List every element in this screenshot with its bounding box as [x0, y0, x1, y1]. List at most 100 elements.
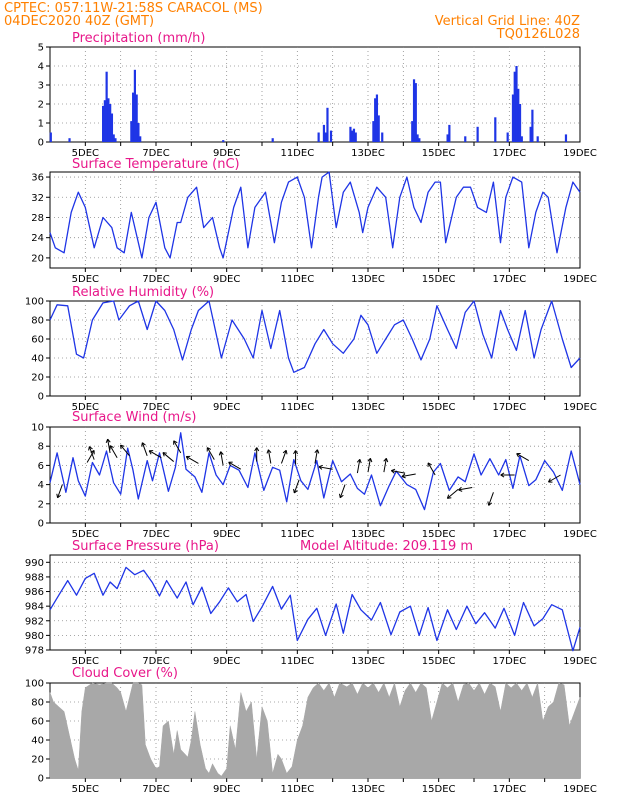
x-tick-label: 11DEC: [280, 148, 314, 159]
precip-bar: [513, 71, 516, 142]
wind-arrow-head: [285, 450, 288, 455]
wind-arrow: [218, 451, 224, 466]
y-tick-label: 60: [31, 717, 44, 728]
wind-arrow-shaft: [458, 486, 473, 491]
wind-arrow-head: [516, 453, 520, 458]
precip-bar: [110, 113, 114, 142]
y-tick-label: 40: [31, 736, 44, 747]
wind-arrow-head: [293, 490, 298, 494]
wind-arrow: [314, 449, 320, 464]
x-tick-label: 7DEC: [142, 784, 169, 795]
precip-bar: [494, 117, 497, 142]
run-date-header: 04DEC2020 40Z (GMT): [4, 14, 154, 29]
precip-bar: [135, 94, 138, 142]
wind-arrow-shaft: [148, 450, 162, 459]
wind-arrow: [56, 484, 63, 499]
precip-bar: [381, 132, 384, 142]
wind-arrow-head: [120, 444, 125, 447]
wind-series-line: [49, 432, 581, 511]
precip-bar: [506, 132, 509, 142]
wind-arrow: [254, 447, 260, 462]
wind-arrow: [120, 444, 130, 457]
wind-arrow-shaft: [141, 442, 148, 456]
wind-arrow-head: [295, 450, 299, 455]
precip-bar: [448, 124, 451, 142]
y-tick-label: 8: [38, 442, 44, 453]
precip-bar: [352, 128, 356, 142]
cloud-cover-panel: Cloud Cover (%) 0 20 40 60 80 100 5DEC 7DEC 9DEC…: [25, 666, 597, 795]
y-tick-label: 3: [38, 81, 44, 92]
wind-arrow-head: [120, 444, 122, 450]
wind-arrow-head: [89, 446, 93, 450]
y-tick-label: 36: [31, 173, 44, 184]
precip-bar: [114, 138, 117, 142]
y-tick-label: 0: [38, 519, 44, 530]
wind-arrow-shaft: [383, 458, 387, 473]
precip-bar: [464, 136, 467, 142]
wind-arrow-head: [282, 449, 287, 454]
pressure-series-line: [49, 566, 581, 652]
humidity-title: Relative Humidity (%): [72, 285, 214, 300]
wind-arrow-head: [391, 468, 396, 472]
x-tick-label: 9DEC: [213, 784, 240, 795]
y-tick-label: 60: [31, 335, 44, 346]
wind-arrow-head: [548, 478, 551, 483]
wind-arrow-shaft: [548, 474, 561, 483]
wind-arrow-shaft: [267, 449, 272, 464]
wind-arrow: [500, 472, 515, 478]
wind-arrow-head: [356, 458, 361, 463]
y-tick-label: 0: [38, 138, 44, 149]
wind-arrow-head: [339, 494, 344, 499]
wind-arrow-head: [162, 452, 167, 454]
wind-arrow-shaft: [427, 462, 436, 476]
precip-bar: [411, 121, 414, 142]
y-tick-label: 28: [31, 213, 44, 224]
wind-arrow-shaft: [293, 479, 300, 494]
precip-bar: [372, 121, 375, 142]
wind-arrow-head: [359, 459, 362, 464]
precip-bar: [511, 94, 515, 142]
wind-arrow: [548, 474, 561, 483]
wind-arrow-head: [487, 501, 490, 506]
wind-arrow-head: [427, 462, 432, 466]
wind-arrow-head: [57, 494, 62, 499]
wind-arrow-shaft: [57, 484, 63, 498]
x-tick-label: 19DEC: [563, 148, 597, 159]
plot-frame: [49, 554, 581, 651]
wind-arrow: [293, 479, 300, 494]
x-tick-label: 11DEC: [280, 274, 314, 285]
x-tick-label: 13DEC: [351, 148, 385, 159]
wind-arrow: [266, 449, 272, 464]
x-tick-label: 9DEC: [213, 274, 240, 285]
x-tick-label: 7DEC: [142, 274, 169, 285]
wind-arrow-head: [141, 442, 143, 447]
y-tick-label: 20: [31, 755, 44, 766]
wind-arrow-shaft: [314, 449, 318, 464]
x-tick-label: 17DEC: [492, 402, 526, 413]
wind-arrow: [206, 447, 215, 460]
wind-arrow: [356, 458, 362, 474]
wind-arrow: [141, 442, 148, 456]
wind-arrow-shaft: [339, 484, 346, 498]
wind-arrow-head: [458, 486, 462, 491]
wind-arrow-shaft: [86, 450, 95, 463]
wind-arrow-head: [369, 458, 373, 463]
wind-arrow-head: [500, 474, 505, 478]
x-tick-label: 15DEC: [422, 274, 456, 285]
temperature-title: Surface Temperature (nC): [72, 157, 240, 172]
wind-arrow-head: [314, 449, 318, 454]
x-tick-label: 19DEC: [563, 784, 597, 795]
y-tick-label: 986: [25, 587, 44, 598]
precip-bar: [105, 71, 108, 142]
x-tick-label: 19DEC: [563, 656, 597, 667]
wind-arrow-head: [56, 493, 59, 498]
precip-bar: [517, 88, 520, 142]
wind-arrow-head: [338, 493, 341, 498]
y-tick-label: 80: [31, 698, 44, 709]
precip-bar: [322, 124, 326, 142]
temperature-panel: Surface Temperature (nC) 20 24 28 32 36 5DEC 7…: [31, 157, 597, 285]
wind-arrow-shaft: [186, 456, 199, 464]
precipitation-panel: Precipitation (mm/h) 0 1 2 3 4 5 5DEC 7DEC 9DEC 1…: [38, 31, 597, 159]
wind-arrow-head: [383, 458, 387, 462]
wind-arrow-shaft: [88, 446, 95, 460]
